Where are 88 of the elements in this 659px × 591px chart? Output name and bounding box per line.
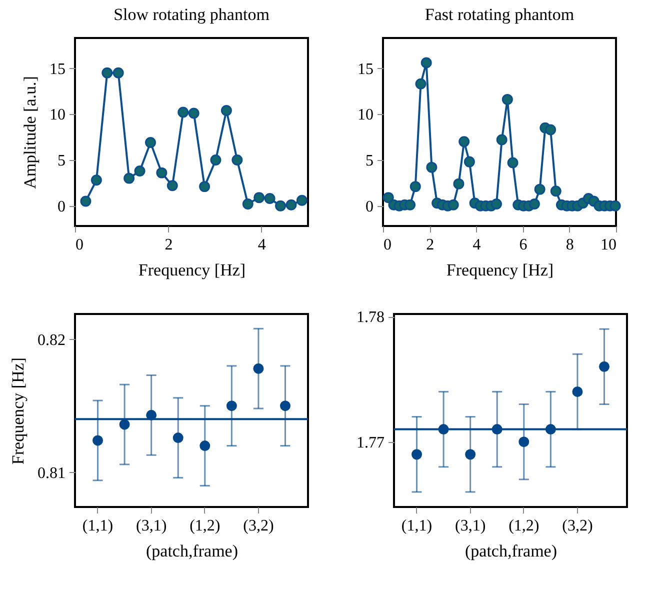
y-tick-label: 0 bbox=[58, 198, 66, 216]
point bbox=[178, 106, 189, 118]
y-tick-label: 5 bbox=[366, 152, 374, 170]
point bbox=[90, 174, 102, 186]
point bbox=[572, 386, 583, 397]
x-tick-label: 2 bbox=[426, 236, 434, 254]
point bbox=[166, 180, 178, 192]
x-axis-title: (patch,frame) bbox=[146, 542, 238, 560]
point bbox=[448, 199, 459, 210]
x-tick-label: (3,1) bbox=[136, 518, 167, 534]
point bbox=[220, 104, 232, 116]
point bbox=[210, 154, 222, 166]
point bbox=[410, 181, 421, 192]
point bbox=[528, 198, 540, 210]
point bbox=[534, 184, 546, 195]
x-tick-label: (3,2) bbox=[243, 518, 274, 534]
x-tick-label: (1,2) bbox=[190, 518, 220, 534]
x-tick-label: 2 bbox=[164, 236, 173, 254]
point bbox=[92, 435, 104, 446]
x-tick-label: 0 bbox=[76, 236, 84, 254]
y-tick-label: 10 bbox=[358, 106, 374, 124]
point bbox=[465, 449, 476, 460]
x-axis-title: (patch,frame) bbox=[464, 542, 558, 560]
point bbox=[80, 196, 92, 207]
point bbox=[502, 94, 513, 105]
point bbox=[490, 198, 502, 210]
x-tick-label: 4 bbox=[258, 236, 266, 254]
point bbox=[254, 192, 265, 204]
point bbox=[507, 157, 518, 168]
point bbox=[610, 200, 621, 212]
x-tick-label: (1,2) bbox=[508, 518, 540, 534]
point bbox=[156, 167, 168, 178]
x-tick-label: 6 bbox=[519, 236, 528, 254]
point bbox=[464, 156, 475, 168]
y-axis-title: Frequency [Hz] bbox=[8, 357, 28, 465]
y-tick-label: 1.77 bbox=[356, 434, 384, 452]
x-tick-label: 4 bbox=[472, 236, 481, 254]
x-tick-label: (1,1) bbox=[401, 518, 432, 534]
point bbox=[382, 192, 394, 204]
y-tick-label: 5 bbox=[58, 152, 66, 170]
x-tick-label: 8 bbox=[566, 236, 574, 254]
point bbox=[145, 137, 156, 148]
chart-title: Slow rotating phantom bbox=[114, 5, 270, 24]
point bbox=[496, 134, 508, 146]
y-axis-title: Amplitude [a.u.] bbox=[20, 76, 40, 189]
x-tick-label: (3,2) bbox=[562, 518, 593, 534]
point bbox=[420, 57, 432, 68]
point bbox=[545, 124, 556, 136]
point bbox=[518, 436, 530, 448]
point bbox=[426, 162, 438, 173]
point bbox=[242, 198, 254, 210]
point bbox=[112, 67, 124, 78]
y-tick-label: 0 bbox=[366, 198, 374, 216]
chart-title: Fast rotating phantom bbox=[424, 5, 574, 24]
x-axis-title: Frequency [Hz] bbox=[446, 260, 554, 280]
point bbox=[280, 400, 290, 412]
point bbox=[134, 165, 146, 176]
point bbox=[296, 194, 308, 206]
y-tick-label: 15 bbox=[358, 60, 374, 78]
point bbox=[404, 199, 416, 210]
point bbox=[453, 178, 464, 190]
point bbox=[286, 199, 297, 210]
x-tick-label: (1,1) bbox=[82, 518, 114, 534]
y-tick-label: 0.81 bbox=[38, 464, 66, 482]
point bbox=[264, 193, 276, 204]
point bbox=[598, 361, 610, 372]
point bbox=[275, 200, 286, 212]
point bbox=[550, 186, 562, 197]
point bbox=[172, 432, 184, 444]
point bbox=[226, 400, 237, 412]
point bbox=[200, 440, 210, 452]
point bbox=[458, 136, 470, 148]
point bbox=[102, 67, 113, 78]
x-axis-title: Frequency [Hz] bbox=[138, 260, 246, 280]
y-tick-label: 10 bbox=[50, 106, 66, 124]
point bbox=[188, 108, 200, 119]
point bbox=[119, 419, 130, 430]
point bbox=[412, 449, 422, 460]
point bbox=[124, 172, 135, 184]
point bbox=[232, 154, 243, 166]
x-tick-label: 10 bbox=[600, 236, 616, 254]
y-tick-label: 15 bbox=[50, 60, 66, 78]
x-tick-label: (3,1) bbox=[455, 518, 486, 534]
point bbox=[415, 78, 426, 90]
y-tick-label: 0.82 bbox=[38, 332, 66, 349]
y-tick-label: 1.78 bbox=[356, 309, 384, 326]
point bbox=[199, 181, 210, 192]
point bbox=[253, 363, 264, 374]
